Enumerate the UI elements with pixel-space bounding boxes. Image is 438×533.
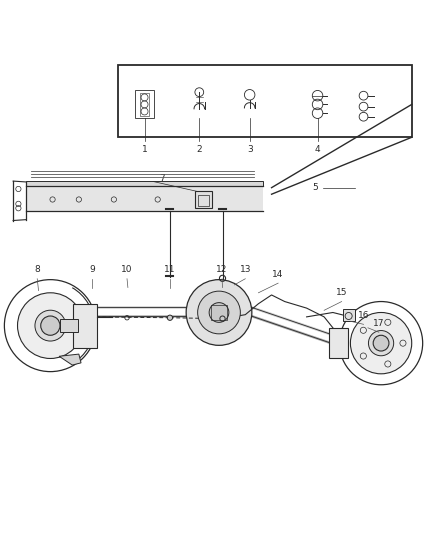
Bar: [118, 65, 412, 138]
Bar: [198, 195, 209, 206]
Bar: [195, 191, 212, 208]
Circle shape: [186, 280, 252, 345]
Bar: [140, 93, 149, 116]
Text: 1: 1: [141, 145, 148, 154]
Text: 7: 7: [159, 174, 165, 183]
Text: 2: 2: [197, 145, 202, 154]
Circle shape: [4, 280, 96, 372]
Text: 3: 3: [247, 145, 253, 154]
Text: 15: 15: [336, 288, 347, 297]
Text: 5: 5: [312, 183, 318, 192]
Text: 13: 13: [240, 265, 251, 274]
Bar: [211, 304, 227, 320]
Bar: [60, 319, 78, 332]
Bar: [343, 309, 355, 321]
Bar: [135, 91, 154, 118]
Polygon shape: [59, 354, 81, 365]
Circle shape: [35, 310, 66, 341]
Circle shape: [220, 316, 225, 321]
Bar: [329, 328, 348, 359]
Circle shape: [198, 291, 240, 334]
Circle shape: [41, 316, 60, 335]
Bar: [73, 304, 97, 348]
Circle shape: [368, 330, 394, 356]
Text: 9: 9: [89, 265, 95, 274]
Bar: [26, 187, 263, 211]
Circle shape: [373, 335, 389, 351]
Text: 11: 11: [164, 265, 176, 274]
Circle shape: [18, 293, 83, 359]
Text: 16: 16: [358, 311, 369, 320]
Text: 4: 4: [315, 145, 320, 154]
Text: 17: 17: [373, 319, 385, 328]
Circle shape: [167, 315, 173, 320]
Text: 14: 14: [272, 270, 284, 279]
Text: 10: 10: [121, 265, 133, 274]
Circle shape: [350, 312, 412, 374]
Polygon shape: [26, 181, 263, 187]
Circle shape: [339, 302, 423, 385]
Circle shape: [209, 303, 229, 322]
Text: 12: 12: [216, 265, 228, 274]
Text: 8: 8: [34, 265, 40, 274]
